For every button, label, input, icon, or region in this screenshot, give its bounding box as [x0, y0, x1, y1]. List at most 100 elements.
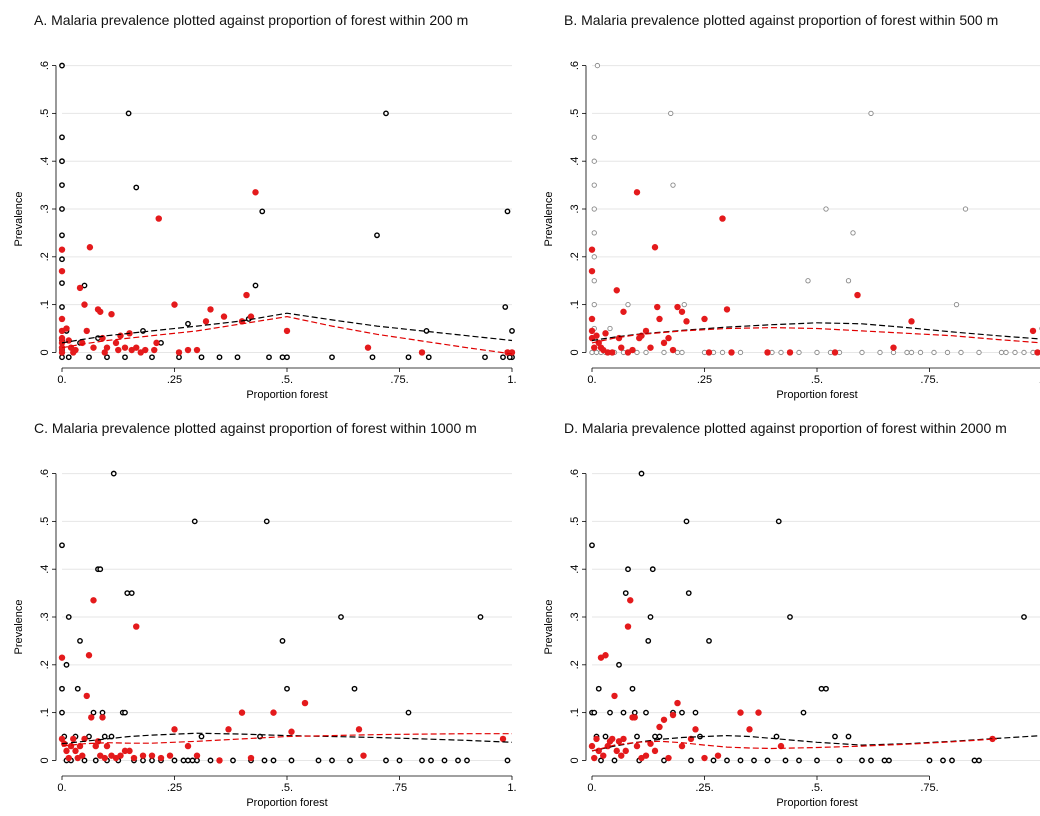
- hollow-point: [591, 709, 598, 716]
- filled-point: [112, 339, 120, 347]
- x-axis-label: Proportion forest: [776, 389, 857, 401]
- hollow-point: [591, 182, 597, 188]
- panel-title: C. Malaria prevalence plotted against pr…: [34, 420, 477, 436]
- filled-point: [633, 742, 641, 750]
- filled-point: [591, 344, 598, 351]
- hollow-point: [110, 470, 117, 477]
- filled-point: [153, 339, 160, 347]
- filled-point: [631, 714, 638, 721]
- hollow-point: [805, 278, 811, 284]
- filled-point: [220, 313, 228, 320]
- filled-point: [88, 714, 95, 721]
- filled-point: [301, 699, 309, 707]
- y-tick-label: .1: [39, 708, 51, 717]
- filled-point: [674, 303, 681, 311]
- chart-a: 0 .1 .2 .3 .4 .5 .6 0. .25 .5. .75. 1. Prevalence Pro…: [13, 61, 517, 401]
- hollow-point: [782, 757, 789, 764]
- fit-line-red: [61, 733, 512, 747]
- filled-point: [591, 754, 598, 762]
- hollow-point: [1003, 349, 1009, 356]
- hollow-point: [607, 325, 613, 332]
- filled-point: [81, 301, 88, 308]
- filled-point: [683, 318, 690, 325]
- filled-point: [148, 752, 156, 759]
- filled-point: [764, 349, 771, 356]
- hollow-point: [881, 757, 888, 764]
- hollow-point: [133, 184, 140, 191]
- filled-point: [627, 597, 634, 604]
- filled-point: [611, 692, 618, 700]
- filled-point: [665, 754, 672, 762]
- hollow-point: [931, 349, 937, 356]
- y-tick-label: .1: [569, 708, 581, 717]
- filled-point: [63, 325, 70, 332]
- hollow-point: [611, 757, 618, 764]
- y-tick-label: 0: [39, 757, 51, 763]
- hollow-point: [477, 614, 484, 620]
- hollow-point: [97, 566, 104, 573]
- filled-point: [723, 306, 731, 313]
- hollow-point: [128, 590, 135, 596]
- filled-point: [737, 709, 744, 716]
- hollow-point: [710, 757, 717, 764]
- y-tick-label: .3: [39, 204, 51, 213]
- filled-point: [117, 752, 124, 759]
- filled-point: [854, 291, 861, 299]
- hollow-point: [92, 757, 99, 764]
- hollow-point: [591, 278, 597, 284]
- filled-point: [588, 267, 596, 275]
- hollow-point: [506, 354, 513, 361]
- hollow-point: [886, 757, 892, 764]
- filled-point: [656, 315, 663, 323]
- hollow-point: [737, 757, 744, 764]
- x-tick-label: .25: [167, 782, 182, 794]
- hollow-point: [441, 757, 448, 764]
- hollow-point: [270, 757, 277, 764]
- hollow-point: [775, 518, 782, 525]
- hollow-point: [823, 685, 829, 692]
- hollow-point: [77, 638, 83, 644]
- hollow-point: [252, 282, 259, 289]
- filled-point: [79, 752, 86, 759]
- filled-point: [660, 339, 668, 347]
- hollow-point: [234, 354, 241, 361]
- x-tick-label: .75.: [390, 374, 408, 386]
- hollow-point: [649, 566, 656, 573]
- hollow-point: [631, 709, 638, 716]
- hollow-point: [428, 757, 434, 764]
- filled-point: [609, 349, 616, 356]
- hollow-point: [347, 757, 353, 764]
- hollow-point: [593, 349, 600, 356]
- hollow-point: [99, 709, 106, 716]
- hollow-point: [185, 757, 191, 764]
- filled-point: [202, 318, 210, 325]
- hollow-point: [778, 349, 784, 356]
- hollow-point: [661, 349, 667, 356]
- hollow-point: [59, 256, 65, 263]
- filled-point: [142, 346, 149, 354]
- filled-point: [193, 346, 201, 354]
- hollow-point: [374, 232, 380, 239]
- hollow-point: [629, 685, 636, 692]
- filled-point: [642, 752, 650, 759]
- x-tick-label: 0.: [587, 374, 596, 386]
- hollow-point: [940, 757, 946, 764]
- hollow-point: [369, 354, 376, 361]
- filled-point: [184, 742, 192, 750]
- hollow-point: [859, 757, 865, 764]
- fit-line-black: [61, 732, 513, 745]
- filled-point: [85, 652, 93, 659]
- filled-point: [58, 267, 66, 275]
- hollow-point: [509, 328, 515, 334]
- filled-point: [642, 327, 650, 335]
- hollow-point: [176, 354, 182, 361]
- hollow-point: [425, 354, 432, 361]
- fit-line-red: [61, 315, 513, 355]
- panel-c: C. Malaria prevalence plotted against pr…: [0, 408, 520, 816]
- x-tick-label: 1: [1039, 374, 1040, 386]
- hollow-point: [724, 757, 730, 764]
- hollow-point: [787, 614, 793, 620]
- panel-title: B. Malaria prevalence plotted against pr…: [564, 12, 999, 28]
- hollow-point: [266, 354, 272, 361]
- hollow-point: [59, 709, 65, 716]
